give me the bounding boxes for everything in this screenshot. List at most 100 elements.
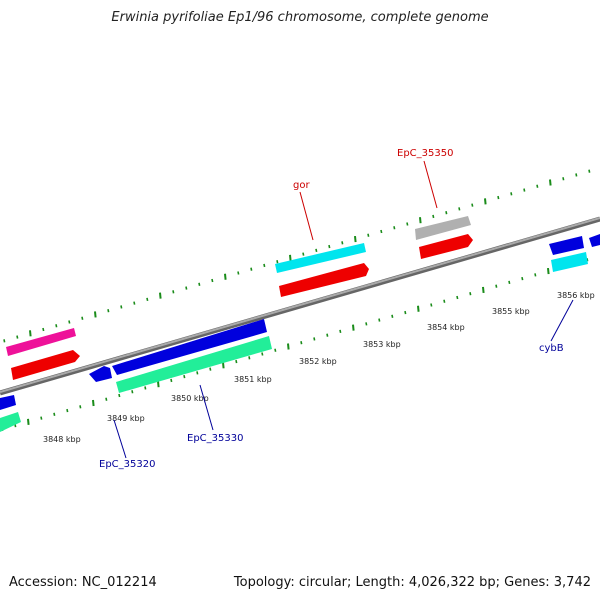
lower-track-tick xyxy=(157,381,160,388)
gene-green-EpC_35320[interactable] xyxy=(116,336,272,393)
lower-track-tick xyxy=(105,397,108,401)
upper-track-tick xyxy=(549,179,552,186)
label-leaders xyxy=(113,160,574,459)
upper-track-tick xyxy=(302,252,305,256)
upper-track-tick xyxy=(367,233,370,237)
lower-track-tick xyxy=(274,348,277,352)
gene-label-EpC_35320[interactable]: EpC_35320 xyxy=(99,459,155,470)
lower-track-tick xyxy=(196,371,199,375)
gene-red-1[interactable] xyxy=(11,350,80,380)
gene-label-EpC_35330[interactable]: EpC_35330 xyxy=(187,433,243,444)
upper-track-tick xyxy=(445,211,448,215)
accession-text: Accession: NC_012214 xyxy=(9,575,157,590)
gene-green-left[interactable] xyxy=(0,412,21,432)
gene-blue-small[interactable] xyxy=(89,366,112,382)
lower-track-tick xyxy=(144,386,147,390)
gene-pink[interactable] xyxy=(6,328,76,356)
lower-track-tick xyxy=(287,343,290,350)
upper-tick-track xyxy=(3,169,591,343)
tick-labels: 3848 kbp 3849 kbp 3850 kbp 3851 kbp 3852… xyxy=(43,291,595,444)
lower-track-tick xyxy=(248,356,251,360)
tick-label-3856: 3856 kbp xyxy=(557,291,595,300)
lower-track-tick xyxy=(521,276,524,281)
upper-track-tick xyxy=(406,222,409,226)
upper-track-tick xyxy=(55,324,58,328)
upper-track-tick xyxy=(354,235,357,243)
tick-label-3851: 3851 kbp xyxy=(234,375,272,384)
tick-label-3850: 3850 kbp xyxy=(171,394,209,403)
forward-genes xyxy=(6,216,600,380)
lower-track-tick xyxy=(118,393,121,398)
upper-track-tick xyxy=(94,311,97,318)
lower-track-tick xyxy=(66,408,69,413)
lower-track-tick xyxy=(27,418,30,425)
upper-track-tick xyxy=(432,214,435,219)
lower-track-tick xyxy=(391,314,394,318)
gene-cyan-cybB[interactable] xyxy=(551,252,588,272)
genome-backbone xyxy=(0,216,600,396)
upper-track-tick xyxy=(575,173,578,177)
lower-track-tick xyxy=(547,267,550,275)
gene-blue-left[interactable] xyxy=(0,395,16,410)
lower-track-tick xyxy=(365,322,368,326)
upper-track-tick xyxy=(380,229,383,234)
gene-red-2[interactable] xyxy=(279,263,369,297)
lower-track-tick xyxy=(378,318,381,322)
tick-label-3849: 3849 kbp xyxy=(107,414,145,423)
upper-track-tick xyxy=(289,254,292,261)
upper-track-tick xyxy=(458,207,461,211)
lower-track-tick xyxy=(352,324,355,331)
upper-track-tick xyxy=(263,263,266,268)
lower-track-tick xyxy=(456,295,459,300)
upper-track-tick xyxy=(419,217,422,224)
lower-track-tick xyxy=(300,341,303,345)
gene-labels: EpC_35350 gor cybB EpC_35330 EpC_35320 xyxy=(99,148,564,470)
upper-track-tick xyxy=(588,169,591,173)
upper-track-tick xyxy=(497,195,500,200)
tick-label-3852: 3852 kbp xyxy=(299,357,337,366)
lower-track-tick xyxy=(53,412,56,416)
lower-track-tick xyxy=(40,416,43,420)
tick-label-3854: 3854 kbp xyxy=(427,323,465,332)
gene-label-gor[interactable]: gor xyxy=(293,180,310,191)
lower-track-tick xyxy=(417,305,420,312)
upper-track-tick xyxy=(484,198,487,205)
gene-label-EpC_35350[interactable]: EpC_35350 xyxy=(397,148,453,159)
lower-track-tick xyxy=(482,286,485,294)
gene-blue-cybB[interactable] xyxy=(549,236,584,255)
upper-track-tick xyxy=(198,282,201,286)
reverse-genes xyxy=(0,236,588,432)
upper-track-tick xyxy=(523,188,526,192)
upper-track-tick xyxy=(536,184,539,188)
upper-track-tick xyxy=(393,226,396,230)
lower-track-tick xyxy=(326,333,329,337)
upper-track-tick xyxy=(16,335,19,339)
upper-track-tick xyxy=(120,305,123,309)
gene-red-3[interactable] xyxy=(419,234,473,259)
lower-track-tick xyxy=(222,362,225,369)
upper-track-tick xyxy=(29,330,32,337)
gene-blue-right[interactable] xyxy=(589,234,600,247)
gene-label-cybB[interactable]: cybB xyxy=(539,343,564,354)
lower-track-tick xyxy=(92,399,95,407)
gene-cyan-gor[interactable] xyxy=(275,243,366,273)
gene-gray-EpC_35350[interactable] xyxy=(415,216,471,240)
lower-track-tick xyxy=(79,405,82,409)
gene-blue-EpC_35330[interactable] xyxy=(112,319,267,375)
upper-track-tick xyxy=(341,241,344,245)
upper-track-tick xyxy=(146,297,149,302)
lower-track-tick xyxy=(131,390,134,394)
lower-track-tick xyxy=(404,310,407,315)
upper-track-tick xyxy=(562,177,565,181)
upper-track-tick xyxy=(172,290,175,294)
upper-track-tick xyxy=(42,327,45,332)
upper-track-tick xyxy=(328,244,331,249)
tick-label-3853: 3853 kbp xyxy=(363,340,401,349)
lower-track-tick xyxy=(469,292,472,296)
upper-track-tick xyxy=(81,316,84,320)
lower-track-tick xyxy=(508,280,511,285)
upper-track-tick xyxy=(3,339,6,343)
upper-track-tick xyxy=(107,309,110,313)
lower-track-tick xyxy=(495,284,498,288)
